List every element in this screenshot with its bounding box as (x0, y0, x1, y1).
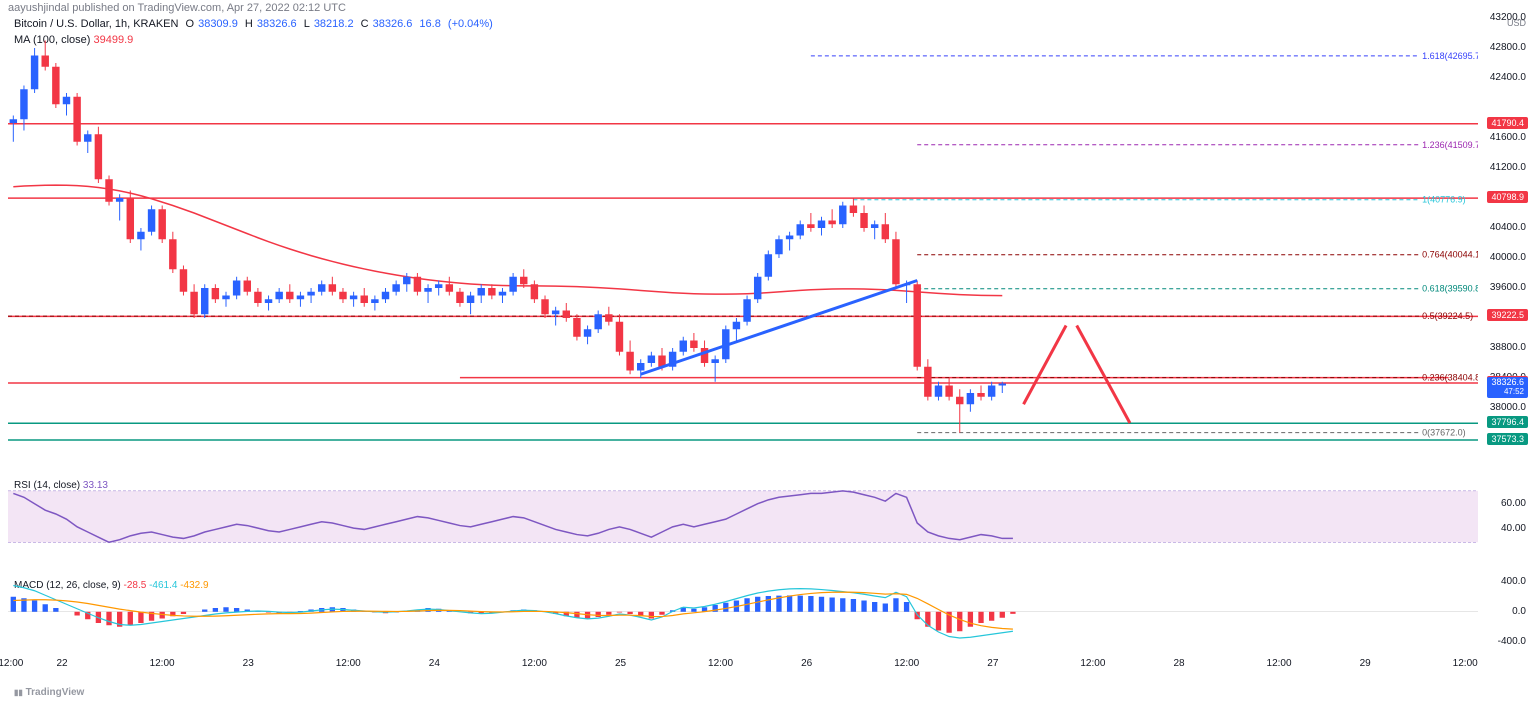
macd-chart[interactable] (8, 578, 1478, 653)
svg-text:1.236(41509.7): 1.236(41509.7) (1422, 140, 1478, 150)
rsi-chart[interactable] (8, 478, 1478, 568)
tradingview-watermark: ▮▮ TradingView (14, 687, 84, 698)
svg-text:0.764(40044.1): 0.764(40044.1) (1422, 250, 1478, 260)
time-x-axis: 12:002212:002312:002412:002512:002612:00… (8, 658, 1478, 678)
macd-y-axis: -400.00.0400.0 (1478, 578, 1528, 653)
svg-text:0(37672.0): 0(37672.0) (1422, 428, 1466, 438)
price-chart[interactable]: 1.618(42695.7) 1.236(41509.7) 1(40776.9) 0.… (8, 18, 1478, 468)
svg-text:1(40776.9): 1(40776.9) (1422, 195, 1466, 205)
svg-text:0.618(39590.8): 0.618(39590.8) (1422, 284, 1478, 294)
svg-text:0.5(39224.5): 0.5(39224.5) (1422, 311, 1473, 321)
price-y-axis: USD37600.038000.038400.038800.039200.039… (1478, 18, 1528, 468)
svg-text:1.618(42695.7): 1.618(42695.7) (1422, 51, 1478, 61)
rsi-y-axis: 40.0060.00 (1478, 478, 1528, 568)
publisher-info: aayushjindal published on TradingView.co… (8, 2, 346, 14)
svg-text:0.236(38404.8): 0.236(38404.8) (1422, 373, 1478, 383)
